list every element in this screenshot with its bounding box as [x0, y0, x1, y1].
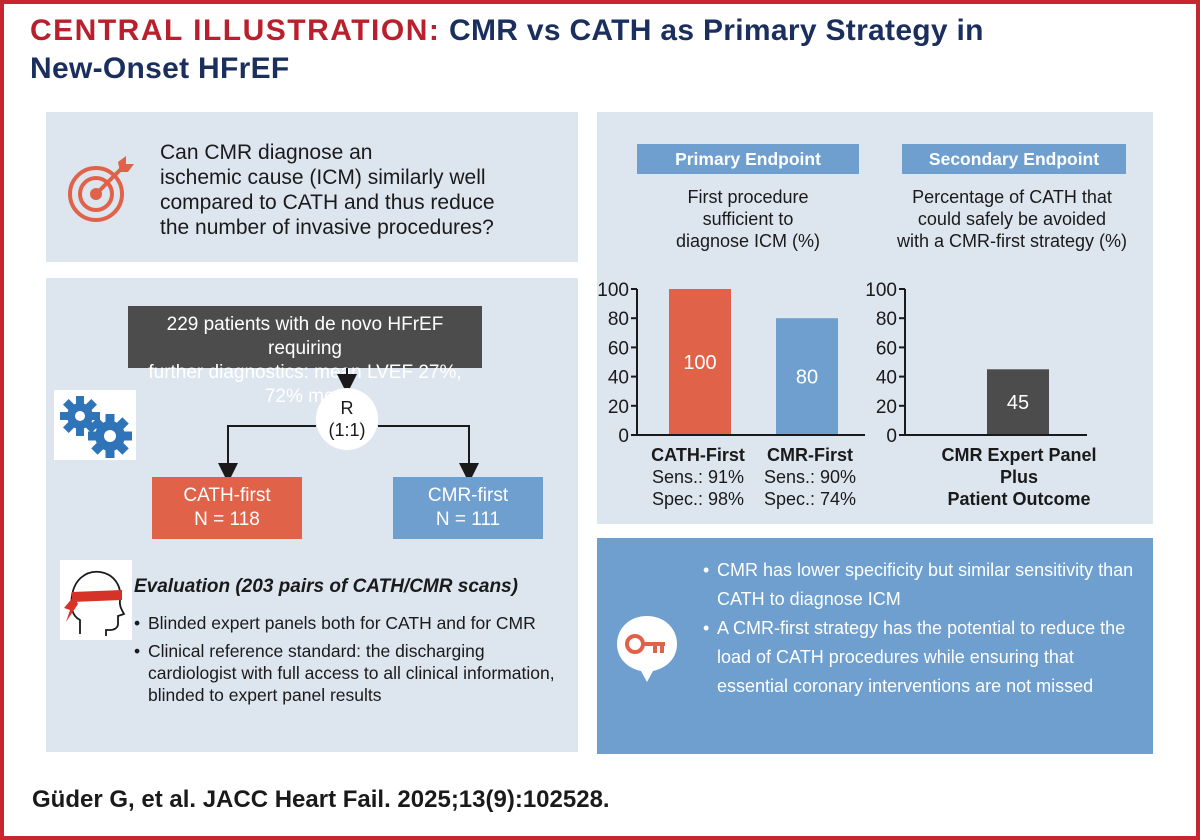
arm-label: CMR-first: [427, 485, 509, 506]
randomization-node: R (1:1): [316, 388, 378, 450]
list-item: Clinical reference standard: the dischar…: [134, 640, 574, 706]
caption-line: Patient Outcome: [947, 489, 1091, 509]
target-icon: [68, 156, 134, 222]
bar-value-label: 45: [1007, 392, 1029, 414]
caption-line: CMR Expert Panel: [941, 445, 1097, 465]
y-tick-label: 60: [608, 338, 629, 359]
blindfolded-head-icon: [60, 560, 132, 640]
caption-line: Sens.: 90%: [763, 467, 857, 487]
question-panel: Can CMR diagnose an ischemic cause (ICM)…: [46, 112, 578, 262]
caption-line: CATH-First: [651, 445, 745, 465]
bar-secondary-0: [987, 369, 1049, 435]
secondary-endpoint-description: Percentage of CATH that could safely be …: [872, 186, 1152, 252]
desc-line: sufficient to: [702, 209, 794, 229]
evaluation-list: Blinded expert panels both for CATH and …: [134, 612, 574, 712]
primary-endpoint-label: Primary Endpoint: [637, 144, 859, 174]
population-box: 229 patients with de novo HFrEF requirin…: [128, 306, 482, 407]
cath-first-caption: CATH-First Sens.: 91% Spec.: 98%: [643, 444, 753, 510]
secondary-endpoint-label: Secondary Endpoint: [902, 144, 1126, 174]
endpoint-charts: 100 80 0 20 40 60 80 100 45 0 20 40 60 80 100: [597, 280, 1087, 447]
question-line: Can CMR diagnose an: [160, 141, 373, 164]
list-item: CMR has lower specificity but similar se…: [703, 556, 1143, 614]
title-line-1: CENTRAL ILLUSTRATION: CMR vs CATH as Pri…: [30, 12, 1180, 50]
population-line: 229 patients with de novo HFrEF requirin…: [166, 314, 444, 359]
y-tick-label: 80: [876, 309, 897, 330]
desc-line: Percentage of CATH that: [912, 187, 1112, 207]
y-tick-label: 80: [608, 309, 629, 330]
bar-value-label: 80: [796, 367, 818, 389]
title-prefix: CENTRAL ILLUSTRATION:: [30, 14, 441, 47]
list-item: Blinded expert panels both for CATH and …: [134, 612, 574, 634]
y-tick-label: 20: [608, 397, 629, 418]
study-design-panel: 229 patients with de novo HFrEF requirin…: [46, 278, 578, 752]
y-tick-label: 100: [597, 280, 629, 301]
question-line: compared to CATH and thus reduce: [160, 191, 495, 214]
desc-line: with a CMR-first strategy (%): [896, 231, 1128, 251]
desc-line: could safely be avoided: [917, 209, 1107, 229]
caption-line: Plus: [999, 467, 1038, 487]
arm-n: N = 118: [194, 509, 260, 530]
expert-panel-caption: CMR Expert Panel Plus Patient Outcome: [927, 444, 1111, 510]
caption-line: Sens.: 91%: [651, 467, 745, 487]
y-tick-label: 20: [876, 397, 897, 418]
evaluation-title: Evaluation (203 pairs of CATH/CMR scans): [134, 576, 518, 597]
question-line: ischemic cause (ICM) similarly well: [160, 166, 486, 189]
results-panel: Primary Endpoint Secondary Endpoint Firs…: [597, 112, 1153, 524]
arm-n: N = 111: [435, 509, 501, 530]
arm-label: CATH-first: [183, 485, 271, 506]
list-item: A CMR-first strategy has the potential t…: [703, 614, 1143, 701]
key-icon: [617, 616, 677, 682]
cmr-first-arm: CMR-first N = 111: [393, 477, 543, 539]
primary-endpoint-description: First procedure sufficient to diagnose I…: [637, 186, 859, 252]
bar-value-label: 100: [683, 352, 716, 374]
conclusion-list: CMR has lower specificity but similar se…: [703, 556, 1143, 701]
citation: Güder G, et al. JACC Heart Fail. 2025;13…: [32, 786, 610, 813]
randomization-label: R: [340, 398, 354, 418]
cath-first-arm: CATH-first N = 118: [152, 477, 302, 539]
header: CENTRAL ILLUSTRATION: CMR vs CATH as Pri…: [30, 12, 1180, 88]
cmr-first-caption: CMR-First Sens.: 90% Spec.: 74%: [757, 444, 863, 510]
y-tick-label: 100: [865, 280, 897, 301]
desc-line: First procedure: [687, 187, 809, 207]
randomization-ratio: (1:1): [328, 420, 366, 440]
research-question: Can CMR diagnose an ischemic cause (ICM)…: [160, 140, 495, 240]
flow-arrows: [218, 368, 479, 483]
question-line: the number of invasive procedures?: [160, 216, 494, 239]
y-tick-label: 0: [618, 426, 629, 447]
title-main: CMR vs CATH as Primary Strategy in: [449, 14, 984, 47]
title-line-2: New-Onset HFrEF: [30, 52, 290, 85]
bar-primary-1: [776, 318, 838, 435]
desc-line: diagnose ICM (%): [675, 231, 821, 251]
caption-line: Spec.: 74%: [763, 489, 857, 509]
y-tick-label: 60: [876, 338, 897, 359]
y-tick-label: 40: [876, 368, 897, 389]
y-tick-label: 40: [608, 368, 629, 389]
conclusion-panel: CMR has lower specificity but similar se…: [597, 538, 1153, 754]
y-tick-label: 0: [886, 426, 897, 447]
gears-icon: [54, 390, 136, 460]
caption-line: CMR-First: [767, 445, 853, 465]
caption-line: Spec.: 98%: [651, 489, 745, 509]
bar-primary-0: [669, 289, 731, 435]
